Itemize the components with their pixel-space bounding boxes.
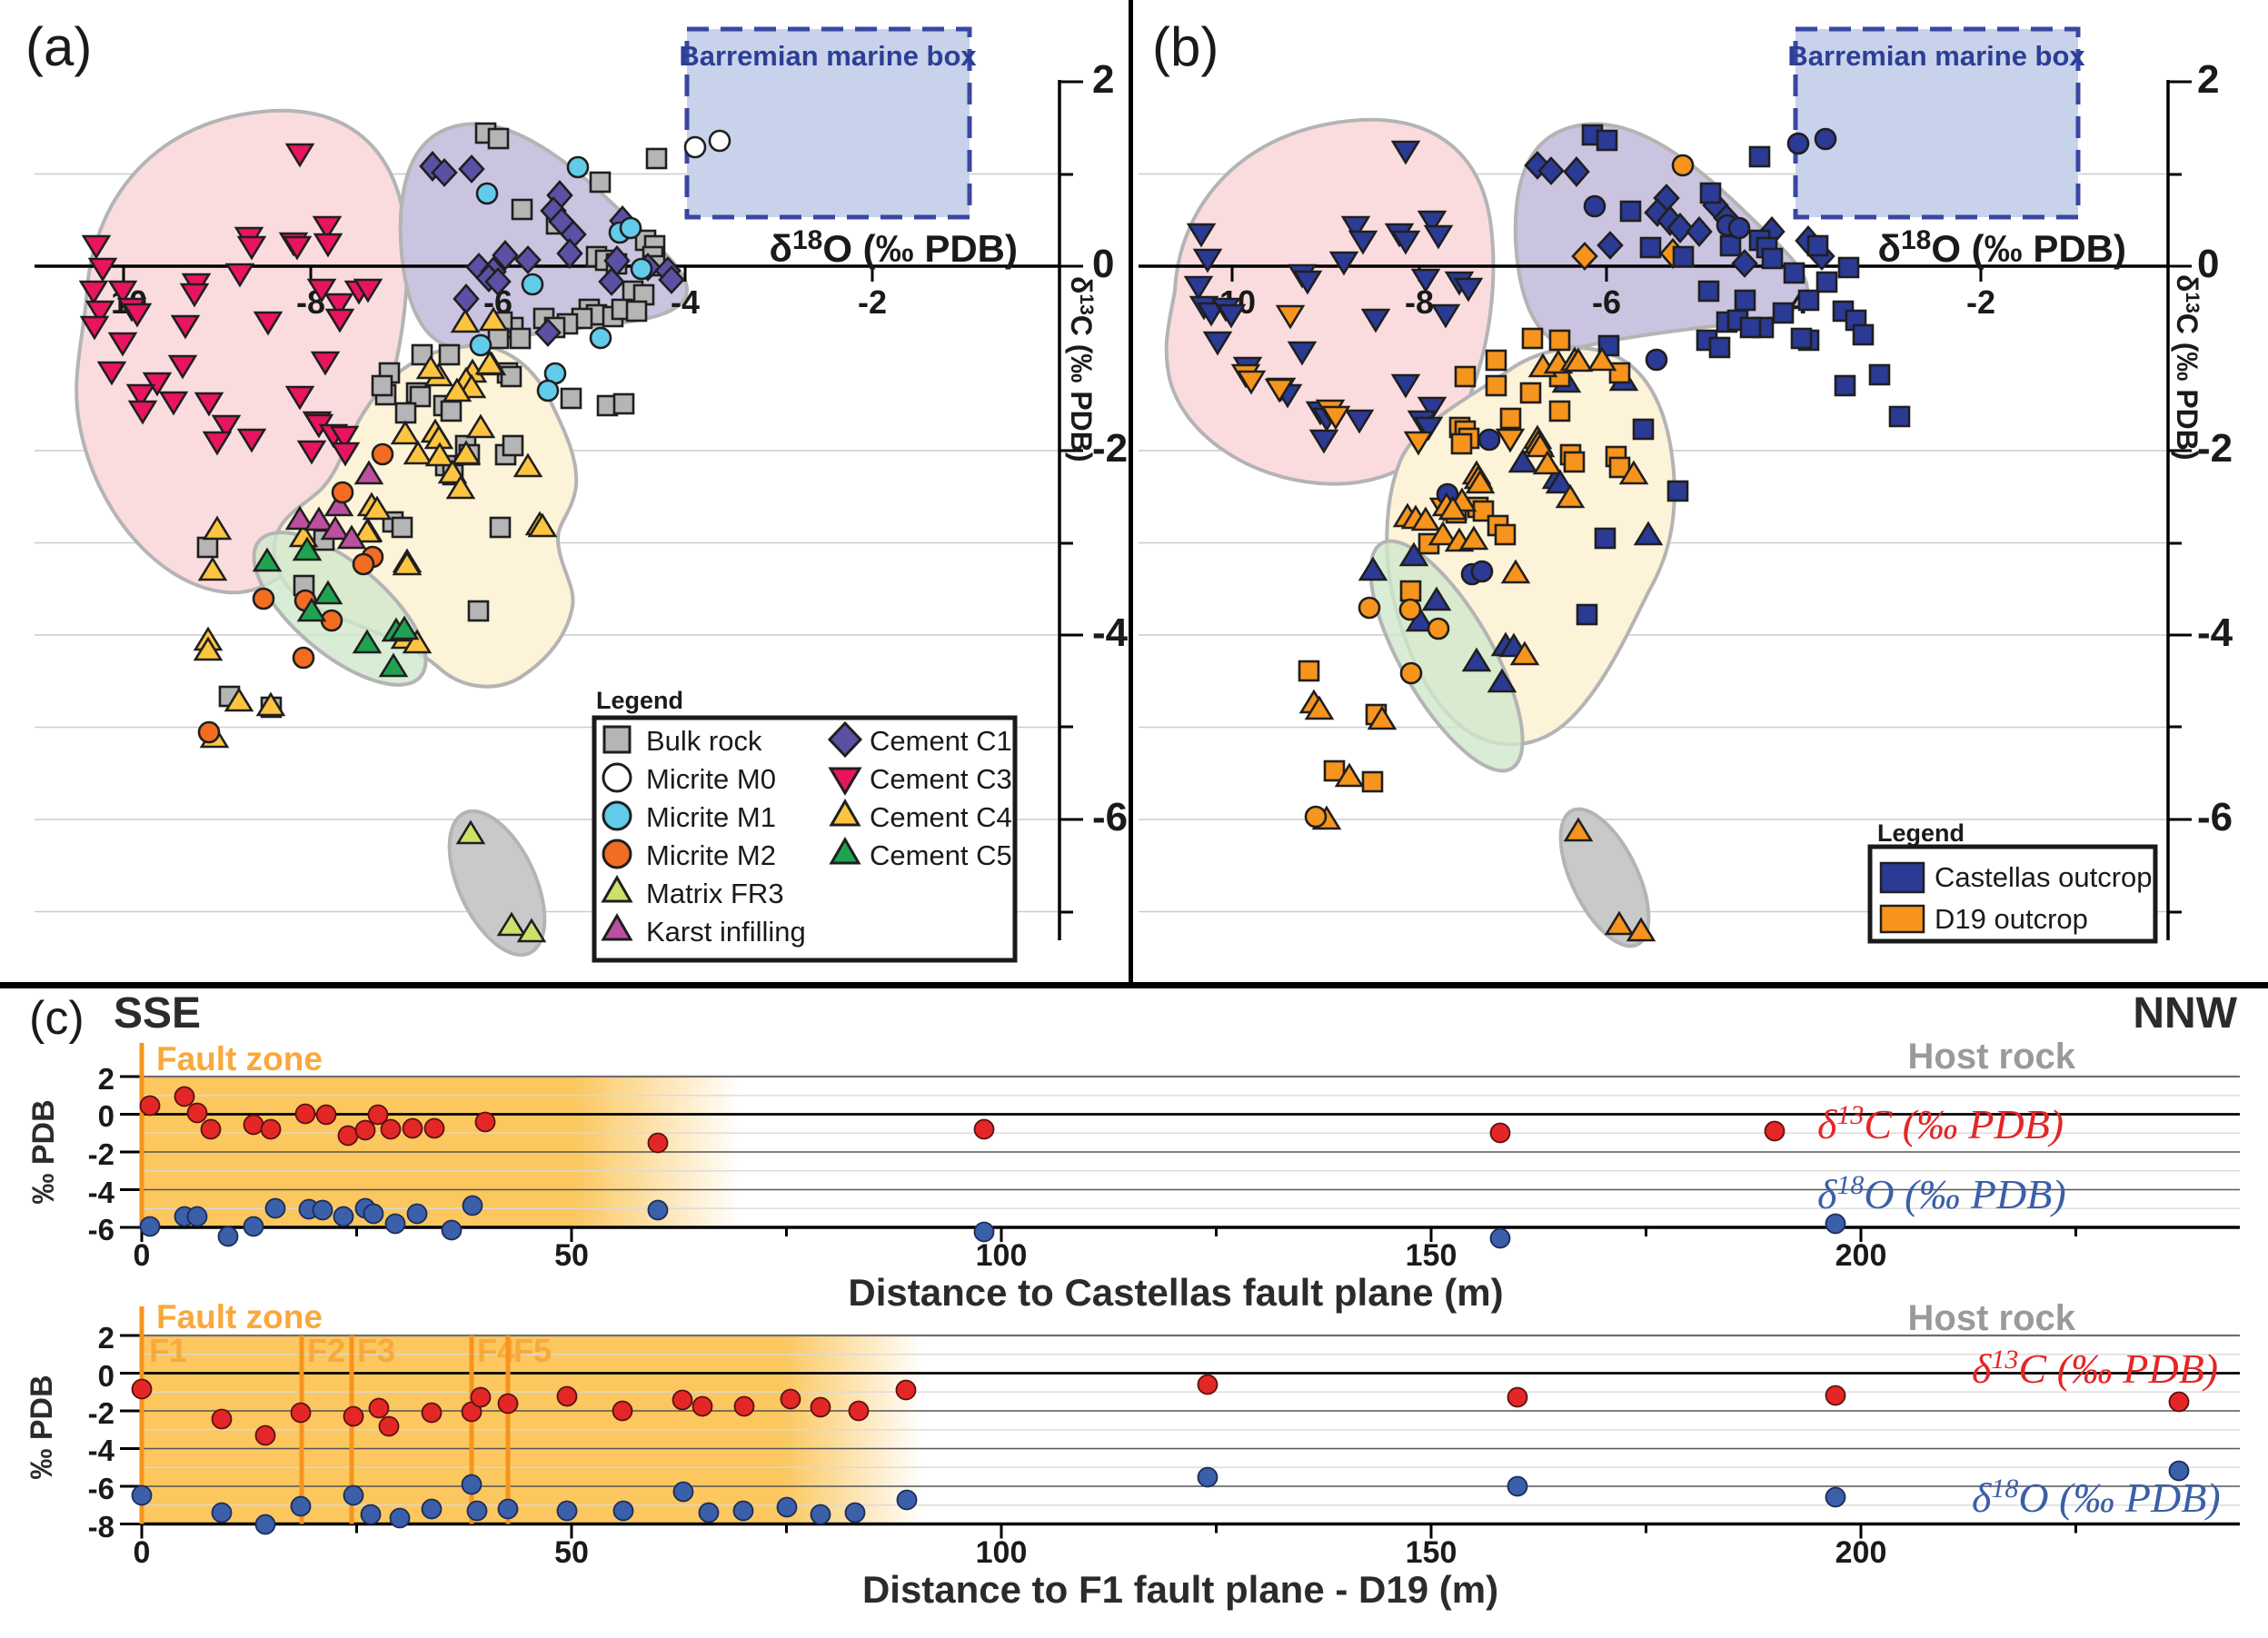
svg-text:Distance to Castellas fault pl: Distance to Castellas fault plane (m) bbox=[848, 1271, 1503, 1314]
svg-text:D19 outcrop: D19 outcrop bbox=[1935, 903, 2088, 935]
svg-text:2: 2 bbox=[2197, 57, 2219, 102]
svg-text:-6: -6 bbox=[88, 1472, 114, 1505]
svg-text:Cement C1: Cement C1 bbox=[870, 725, 1012, 757]
svg-text:-4: -4 bbox=[88, 1434, 115, 1467]
svg-text:Matrix FR3: Matrix FR3 bbox=[646, 878, 784, 909]
svg-text:Micrite M1: Micrite M1 bbox=[646, 801, 776, 833]
svg-text:F1: F1 bbox=[149, 1332, 187, 1369]
svg-text:δ18O (‰ PDB): δ18O (‰ PDB) bbox=[1972, 1474, 2221, 1521]
svg-text:-8: -8 bbox=[88, 1510, 114, 1544]
svg-text:‰ PDB: ‰ PDB bbox=[26, 1099, 61, 1204]
svg-text:-4: -4 bbox=[88, 1176, 115, 1209]
svg-text:-2: -2 bbox=[1966, 283, 1995, 321]
svg-text:-2: -2 bbox=[1092, 426, 1128, 471]
svg-text:Host rock: Host rock bbox=[1908, 1298, 2076, 1338]
svg-text:-6: -6 bbox=[2197, 795, 2233, 839]
svg-text:Karst infilling: Karst infilling bbox=[646, 916, 806, 948]
svg-text:SSE: SSE bbox=[114, 989, 201, 1037]
svg-text:(a): (a) bbox=[25, 16, 92, 77]
svg-text:-4: -4 bbox=[1092, 611, 1129, 655]
svg-text:Cement C3: Cement C3 bbox=[870, 763, 1012, 795]
svg-text:0: 0 bbox=[98, 1099, 114, 1133]
svg-text:-2: -2 bbox=[88, 1396, 114, 1430]
svg-text:50: 50 bbox=[554, 1238, 589, 1273]
svg-text:Distance to F1 fault plane - D: Distance to F1 fault plane - D19 (m) bbox=[862, 1568, 1498, 1611]
svg-text:-4: -4 bbox=[2197, 611, 2233, 655]
svg-text:0: 0 bbox=[2197, 242, 2219, 286]
svg-text:Host rock: Host rock bbox=[1908, 1037, 2076, 1077]
svg-text:Legend: Legend bbox=[1877, 819, 1965, 847]
svg-text:-6: -6 bbox=[1592, 283, 1621, 321]
svg-text:0: 0 bbox=[134, 1535, 151, 1570]
svg-text:150: 150 bbox=[1406, 1535, 1457, 1570]
svg-text:‰ PDB: ‰ PDB bbox=[25, 1375, 59, 1479]
svg-text:δ13C (‰ PDB): δ13C (‰ PDB) bbox=[1972, 1345, 2218, 1392]
svg-text:-2: -2 bbox=[858, 283, 887, 321]
svg-text:Castellas outcrop: Castellas outcrop bbox=[1935, 861, 2153, 893]
svg-text:Cement C5: Cement C5 bbox=[870, 839, 1012, 871]
svg-text:δ13C (‰ PDB): δ13C (‰ PDB) bbox=[1817, 1100, 2064, 1147]
svg-text:Barremian marine box: Barremian marine box bbox=[1787, 40, 2085, 72]
svg-text:NNW: NNW bbox=[2133, 989, 2237, 1037]
svg-text:Fault zone: Fault zone bbox=[156, 1298, 323, 1335]
svg-text:Fault zone: Fault zone bbox=[156, 1040, 323, 1077]
svg-text:-6: -6 bbox=[1092, 795, 1128, 839]
svg-text:-8: -8 bbox=[1405, 283, 1434, 321]
svg-text:δ18O (‰ PDB): δ18O (‰ PDB) bbox=[1817, 1170, 2066, 1217]
svg-text:F5: F5 bbox=[513, 1332, 552, 1369]
svg-text:Barremian marine box: Barremian marine box bbox=[679, 40, 977, 72]
svg-text:δ13C (‰ PDB): δ13C (‰ PDB) bbox=[2171, 274, 2203, 461]
svg-text:100: 100 bbox=[976, 1535, 1028, 1570]
svg-text:50: 50 bbox=[554, 1535, 589, 1570]
svg-text:200: 200 bbox=[1835, 1238, 1887, 1273]
svg-text:Bulk rock: Bulk rock bbox=[646, 725, 762, 757]
svg-text:2: 2 bbox=[1092, 57, 1114, 102]
svg-text:200: 200 bbox=[1835, 1535, 1887, 1570]
svg-text:(b): (b) bbox=[1152, 16, 1219, 77]
svg-text:0: 0 bbox=[134, 1238, 151, 1273]
svg-text:Legend: Legend bbox=[596, 687, 683, 714]
svg-text:F2: F2 bbox=[307, 1332, 345, 1369]
svg-text:2: 2 bbox=[98, 1321, 114, 1355]
svg-text:2: 2 bbox=[98, 1062, 114, 1096]
svg-text:Micrite M0: Micrite M0 bbox=[646, 763, 776, 795]
svg-text:-2: -2 bbox=[88, 1137, 114, 1171]
svg-text:0: 0 bbox=[1092, 242, 1114, 286]
svg-text:Micrite M2: Micrite M2 bbox=[646, 839, 776, 871]
svg-text:Cement C4: Cement C4 bbox=[870, 801, 1012, 833]
svg-text:-2: -2 bbox=[2197, 426, 2233, 471]
svg-text:F3: F3 bbox=[357, 1332, 395, 1369]
svg-text:δ13C (‰ PDB): δ13C (‰ PDB) bbox=[1065, 276, 1098, 462]
svg-text:150: 150 bbox=[1406, 1238, 1457, 1273]
svg-text:(c): (c) bbox=[29, 992, 85, 1045]
svg-text:100: 100 bbox=[976, 1238, 1028, 1273]
svg-text:-6: -6 bbox=[88, 1213, 114, 1246]
svg-text:0: 0 bbox=[98, 1359, 114, 1393]
